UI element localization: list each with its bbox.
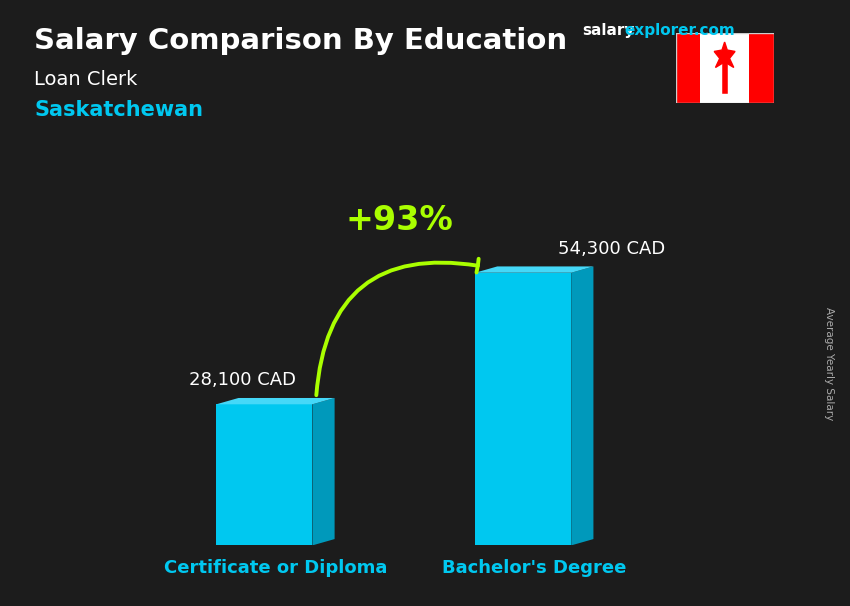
Text: 54,300 CAD: 54,300 CAD [558, 239, 666, 258]
Bar [475, 273, 571, 545]
Bar [676, 33, 700, 103]
Bar [216, 404, 313, 545]
Text: Certificate or Diploma: Certificate or Diploma [164, 559, 387, 578]
Polygon shape [313, 398, 335, 545]
Text: Bachelor's Degree: Bachelor's Degree [442, 559, 626, 578]
Bar [749, 33, 774, 103]
Text: Saskatchewan: Saskatchewan [34, 100, 203, 120]
Text: Salary Comparison By Education: Salary Comparison By Education [34, 27, 567, 55]
Text: Average Yearly Salary: Average Yearly Salary [824, 307, 834, 420]
Polygon shape [714, 42, 735, 67]
Polygon shape [571, 267, 593, 545]
Text: salary: salary [582, 23, 635, 38]
Text: Loan Clerk: Loan Clerk [34, 70, 138, 88]
Text: 28,100 CAD: 28,100 CAD [189, 371, 296, 389]
Polygon shape [216, 398, 335, 404]
Text: +93%: +93% [345, 204, 453, 237]
Text: explorer.com: explorer.com [625, 23, 735, 38]
Polygon shape [475, 267, 593, 273]
